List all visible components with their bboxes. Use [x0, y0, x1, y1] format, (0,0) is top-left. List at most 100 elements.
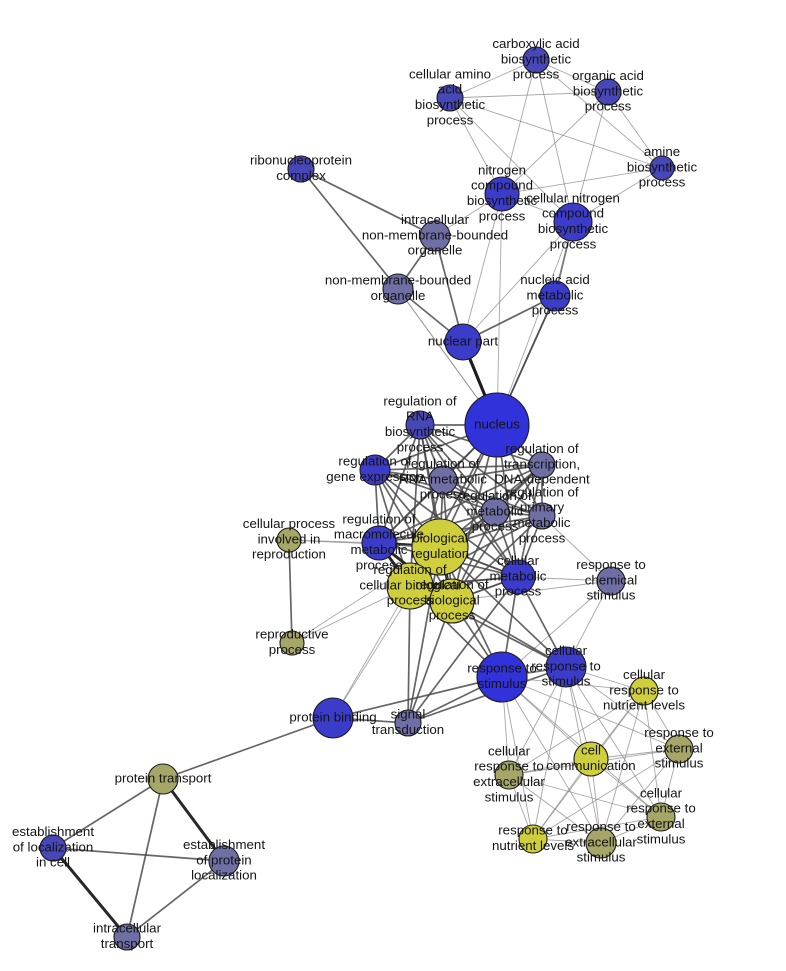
- svg-text:stimulus: stimulus: [485, 789, 534, 804]
- svg-text:stimulus: stimulus: [637, 831, 686, 846]
- svg-text:establishment: establishment: [12, 824, 94, 839]
- svg-text:extracellular: extracellular: [565, 834, 637, 849]
- svg-text:response to: response to: [467, 661, 536, 676]
- svg-text:involved in: involved in: [258, 531, 321, 546]
- svg-text:cellular amino: cellular amino: [409, 66, 491, 81]
- svg-text:stimulus: stimulus: [587, 588, 636, 603]
- svg-text:regulation of: regulation of: [338, 454, 411, 469]
- svg-text:stimulus: stimulus: [542, 674, 591, 689]
- svg-text:response to: response to: [474, 759, 543, 774]
- svg-text:transport: transport: [101, 936, 154, 951]
- svg-text:protein transport: protein transport: [115, 770, 212, 785]
- svg-text:process: process: [472, 519, 519, 534]
- svg-text:non-membrane-bounded: non-membrane-bounded: [362, 227, 508, 242]
- svg-text:nucleic acid: nucleic acid: [520, 272, 589, 287]
- svg-text:metabolic: metabolic: [467, 503, 524, 518]
- svg-text:regulation of: regulation of: [505, 441, 578, 456]
- svg-text:regulation: regulation: [411, 546, 469, 561]
- svg-text:compound: compound: [471, 178, 533, 193]
- svg-text:cellular: cellular: [640, 785, 683, 800]
- svg-text:organelle: organelle: [408, 243, 463, 258]
- svg-text:biosynthetic: biosynthetic: [501, 51, 572, 66]
- svg-text:communication: communication: [546, 758, 635, 773]
- svg-text:cellular: cellular: [623, 667, 666, 682]
- svg-text:biosynthetic: biosynthetic: [573, 83, 644, 98]
- svg-text:regulation of: regulation of: [415, 577, 488, 592]
- svg-text:external: external: [655, 740, 702, 755]
- svg-text:nutrient levels: nutrient levels: [603, 698, 685, 713]
- svg-text:stimulus: stimulus: [577, 850, 626, 865]
- svg-text:cellular: cellular: [545, 643, 588, 658]
- svg-text:intracellular: intracellular: [93, 921, 162, 936]
- svg-text:establishment: establishment: [183, 837, 265, 852]
- svg-text:protein binding: protein binding: [289, 709, 376, 724]
- svg-text:RNA: RNA: [406, 409, 434, 424]
- svg-text:process: process: [427, 112, 474, 127]
- svg-text:process: process: [519, 530, 566, 545]
- svg-text:response to: response to: [566, 819, 635, 834]
- svg-text:process: process: [495, 584, 542, 599]
- svg-text:response to: response to: [531, 658, 600, 673]
- svg-text:cellular process: cellular process: [243, 516, 336, 531]
- svg-text:biosynthetic: biosynthetic: [627, 159, 698, 174]
- svg-text:organic acid: organic acid: [572, 68, 644, 83]
- svg-text:metabolic: metabolic: [527, 287, 584, 302]
- svg-text:process: process: [397, 439, 444, 454]
- svg-text:localization: localization: [191, 868, 257, 883]
- svg-text:process: process: [479, 208, 526, 223]
- svg-text:transcription,: transcription,: [504, 456, 580, 471]
- svg-text:biological: biological: [412, 531, 467, 546]
- svg-text:nitrogen: nitrogen: [478, 162, 526, 177]
- svg-text:in cell: in cell: [36, 855, 70, 870]
- svg-text:ribonucleoprotein: ribonucleoprotein: [250, 153, 352, 168]
- svg-text:regulation of: regulation of: [373, 562, 446, 577]
- svg-text:biosynthetic: biosynthetic: [538, 221, 609, 236]
- svg-text:response to: response to: [498, 823, 567, 838]
- svg-text:regulation of: regulation of: [406, 456, 479, 471]
- svg-text:response to: response to: [644, 725, 713, 740]
- svg-text:of protein: of protein: [196, 852, 251, 867]
- svg-text:organelle: organelle: [371, 288, 426, 303]
- svg-text:cellular: cellular: [488, 743, 531, 758]
- svg-text:signal: signal: [391, 707, 426, 722]
- svg-text:process: process: [532, 303, 579, 318]
- svg-text:process: process: [269, 642, 316, 657]
- svg-text:external: external: [637, 816, 684, 831]
- svg-text:process: process: [513, 67, 560, 82]
- svg-text:metabolic: metabolic: [490, 568, 547, 583]
- svg-text:regulation of: regulation of: [383, 393, 456, 408]
- svg-text:reproduction: reproduction: [252, 547, 326, 562]
- svg-text:biosynthetic: biosynthetic: [415, 97, 486, 112]
- svg-text:macromolecule: macromolecule: [334, 527, 424, 542]
- svg-text:response to: response to: [609, 682, 678, 697]
- svg-text:response to: response to: [576, 557, 645, 572]
- svg-text:RNA metabolic: RNA metabolic: [399, 471, 487, 486]
- svg-text:cellular: cellular: [497, 553, 540, 568]
- svg-text:response to: response to: [626, 801, 695, 816]
- svg-text:nuclear part: nuclear part: [428, 333, 499, 348]
- svg-text:carboxylic acid: carboxylic acid: [492, 36, 579, 51]
- svg-text:reproductive: reproductive: [255, 627, 328, 642]
- svg-text:transduction: transduction: [372, 722, 444, 737]
- svg-text:process: process: [550, 236, 597, 251]
- svg-text:process: process: [585, 99, 632, 114]
- svg-text:process: process: [639, 175, 686, 190]
- svg-text:of localization: of localization: [13, 839, 94, 854]
- svg-text:extracellular: extracellular: [473, 774, 545, 789]
- svg-text:amine: amine: [644, 144, 680, 159]
- svg-text:cellular nitrogen: cellular nitrogen: [526, 190, 620, 205]
- svg-text:stimulus: stimulus: [655, 756, 704, 771]
- svg-text:regulation of: regulation of: [458, 488, 531, 503]
- svg-text:regulation of: regulation of: [342, 511, 415, 526]
- svg-text:compound: compound: [542, 206, 604, 221]
- svg-text:stimulus: stimulus: [478, 676, 527, 691]
- svg-text:intracellular: intracellular: [401, 212, 470, 227]
- svg-text:acid: acid: [438, 82, 462, 97]
- svg-text:biosynthetic: biosynthetic: [385, 424, 456, 439]
- svg-text:complex: complex: [276, 168, 326, 183]
- svg-text:chemical: chemical: [585, 572, 638, 587]
- svg-text:metabolic: metabolic: [351, 542, 408, 557]
- svg-text:cell: cell: [581, 743, 601, 758]
- svg-text:process: process: [429, 608, 476, 623]
- svg-text:non-membrane-bounded: non-membrane-bounded: [325, 273, 471, 288]
